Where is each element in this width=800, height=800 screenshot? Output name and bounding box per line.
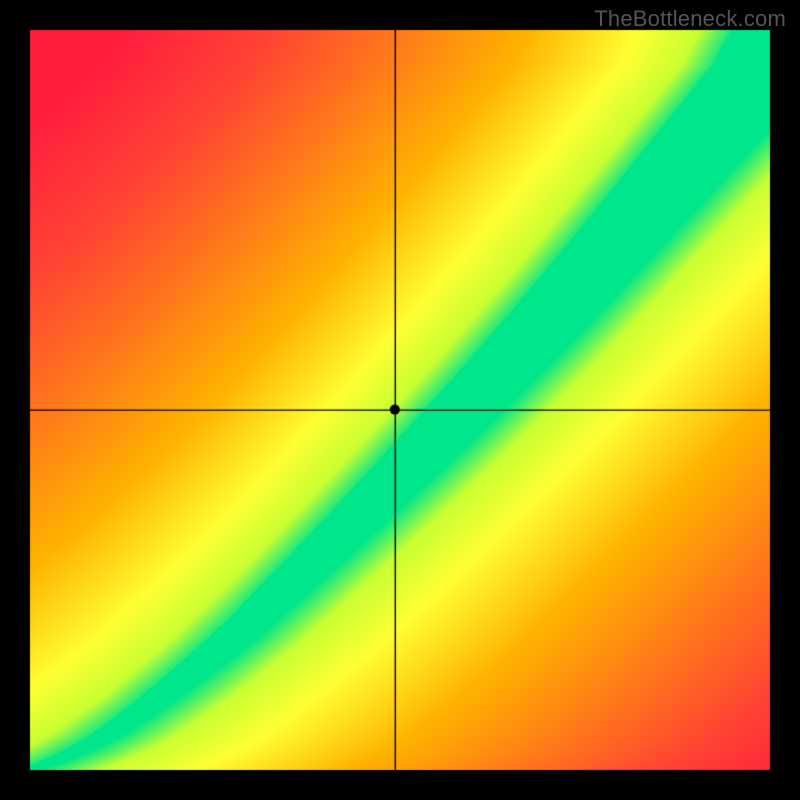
watermark-text: TheBottleneck.com: [594, 6, 786, 32]
bottleneck-heatmap: [0, 0, 800, 800]
chart-container: TheBottleneck.com: [0, 0, 800, 800]
